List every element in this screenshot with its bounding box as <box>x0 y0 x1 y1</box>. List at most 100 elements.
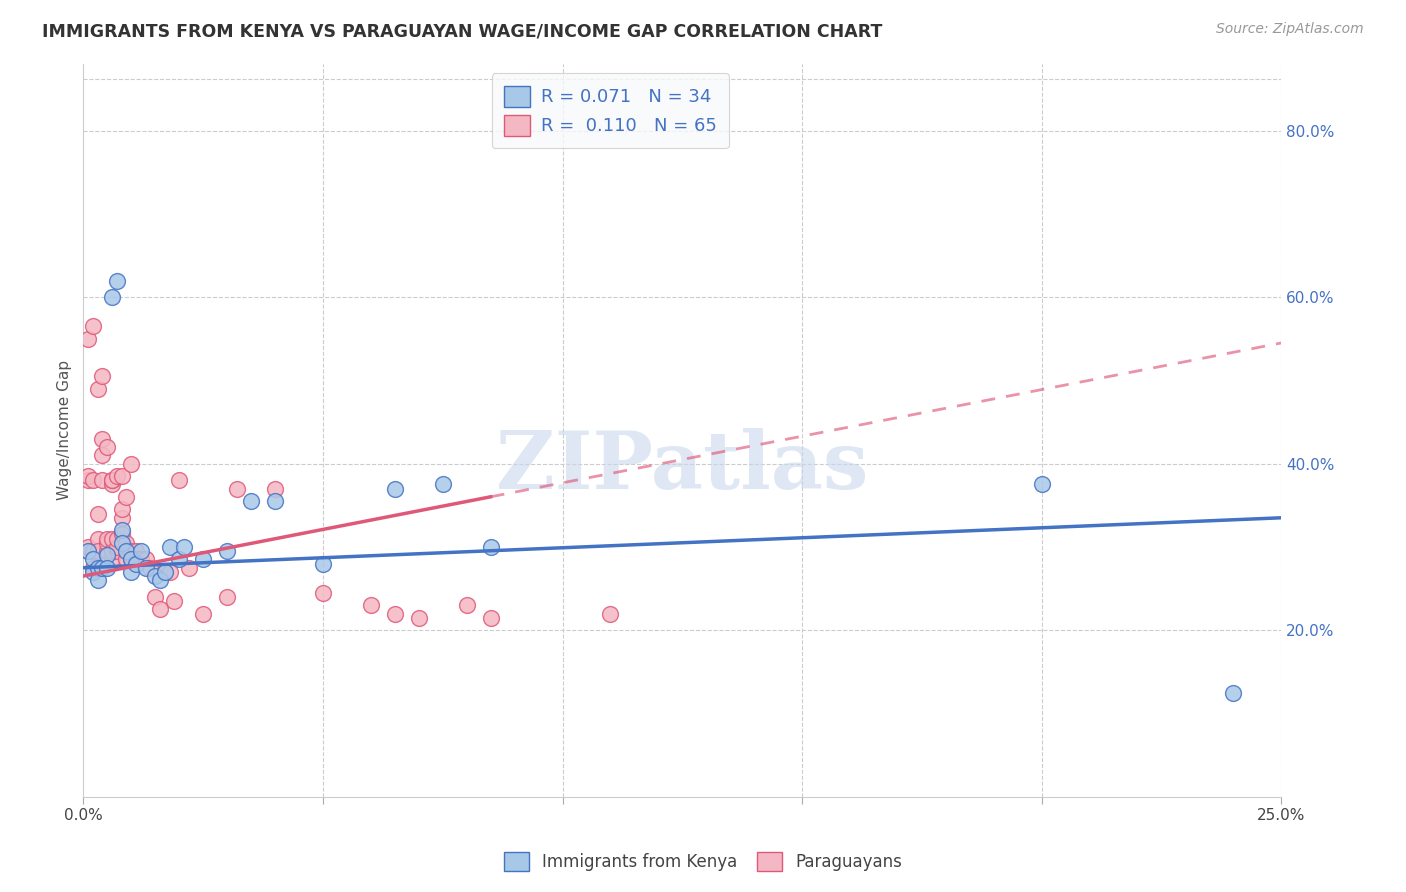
Point <box>129 552 152 566</box>
Point <box>105 532 128 546</box>
Point <box>91 432 114 446</box>
Point <box>135 560 157 574</box>
Point <box>96 548 118 562</box>
Point <box>384 607 406 621</box>
Point <box>101 477 124 491</box>
Point <box>191 552 214 566</box>
Point <box>105 273 128 287</box>
Point <box>479 540 502 554</box>
Point <box>86 573 108 587</box>
Point <box>111 502 134 516</box>
Point <box>111 510 134 524</box>
Point <box>167 473 190 487</box>
Point <box>456 598 478 612</box>
Point <box>91 448 114 462</box>
Point <box>120 552 142 566</box>
Point <box>96 560 118 574</box>
Point <box>129 544 152 558</box>
Point <box>120 552 142 566</box>
Point <box>96 544 118 558</box>
Point <box>120 457 142 471</box>
Point <box>77 540 100 554</box>
Point <box>77 332 100 346</box>
Point <box>1222 685 1244 699</box>
Point <box>105 469 128 483</box>
Point <box>264 494 287 508</box>
Point <box>82 565 104 579</box>
Point <box>115 490 138 504</box>
Point <box>111 535 134 549</box>
Point <box>143 590 166 604</box>
Point <box>101 473 124 487</box>
Point <box>96 440 118 454</box>
Point <box>77 469 100 483</box>
Point <box>86 507 108 521</box>
Point <box>432 477 454 491</box>
Point <box>159 540 181 554</box>
Point <box>191 607 214 621</box>
Text: IMMIGRANTS FROM KENYA VS PARAGUAYAN WAGE/INCOME GAP CORRELATION CHART: IMMIGRANTS FROM KENYA VS PARAGUAYAN WAGE… <box>42 22 883 40</box>
Point <box>101 544 124 558</box>
Point <box>599 607 621 621</box>
Point <box>101 552 124 566</box>
Point <box>177 560 200 574</box>
Point <box>149 573 172 587</box>
Point <box>77 544 100 558</box>
Point <box>101 473 124 487</box>
Point <box>312 557 335 571</box>
Point <box>240 494 263 508</box>
Point <box>159 565 181 579</box>
Point <box>86 544 108 558</box>
Point <box>225 482 247 496</box>
Point <box>120 548 142 562</box>
Point <box>408 610 430 624</box>
Point <box>86 382 108 396</box>
Point <box>143 569 166 583</box>
Point <box>149 602 172 616</box>
Point <box>105 544 128 558</box>
Point <box>312 585 335 599</box>
Text: ZIPatlas: ZIPatlas <box>496 428 869 506</box>
Point <box>139 560 162 574</box>
Point <box>125 544 148 558</box>
Point <box>101 290 124 304</box>
Point <box>120 565 142 579</box>
Point <box>77 473 100 487</box>
Point <box>115 552 138 566</box>
Point <box>82 473 104 487</box>
Point <box>163 594 186 608</box>
Point <box>91 560 114 574</box>
Point <box>105 540 128 554</box>
Point <box>215 590 238 604</box>
Point <box>215 544 238 558</box>
Text: Source: ZipAtlas.com: Source: ZipAtlas.com <box>1216 22 1364 37</box>
Point <box>91 473 114 487</box>
Point <box>96 532 118 546</box>
Point <box>111 469 134 483</box>
Point <box>153 565 176 579</box>
Point <box>167 552 190 566</box>
Point <box>115 535 138 549</box>
Point <box>101 532 124 546</box>
Point <box>173 540 195 554</box>
Point <box>125 552 148 566</box>
Point <box>86 532 108 546</box>
Point <box>360 598 382 612</box>
Point <box>96 535 118 549</box>
Point <box>135 552 157 566</box>
Point <box>82 560 104 574</box>
Legend: Immigrants from Kenya, Paraguayans: Immigrants from Kenya, Paraguayans <box>495 843 911 880</box>
Legend: R = 0.071   N = 34, R =  0.110   N = 65: R = 0.071 N = 34, R = 0.110 N = 65 <box>492 73 730 148</box>
Point <box>384 482 406 496</box>
Point <box>1031 477 1053 491</box>
Y-axis label: Wage/Income Gap: Wage/Income Gap <box>58 360 72 500</box>
Point <box>82 319 104 334</box>
Point <box>115 544 138 558</box>
Point <box>82 544 104 558</box>
Point <box>264 482 287 496</box>
Point <box>153 565 176 579</box>
Point <box>111 523 134 537</box>
Point <box>86 560 108 574</box>
Point <box>82 552 104 566</box>
Point <box>125 557 148 571</box>
